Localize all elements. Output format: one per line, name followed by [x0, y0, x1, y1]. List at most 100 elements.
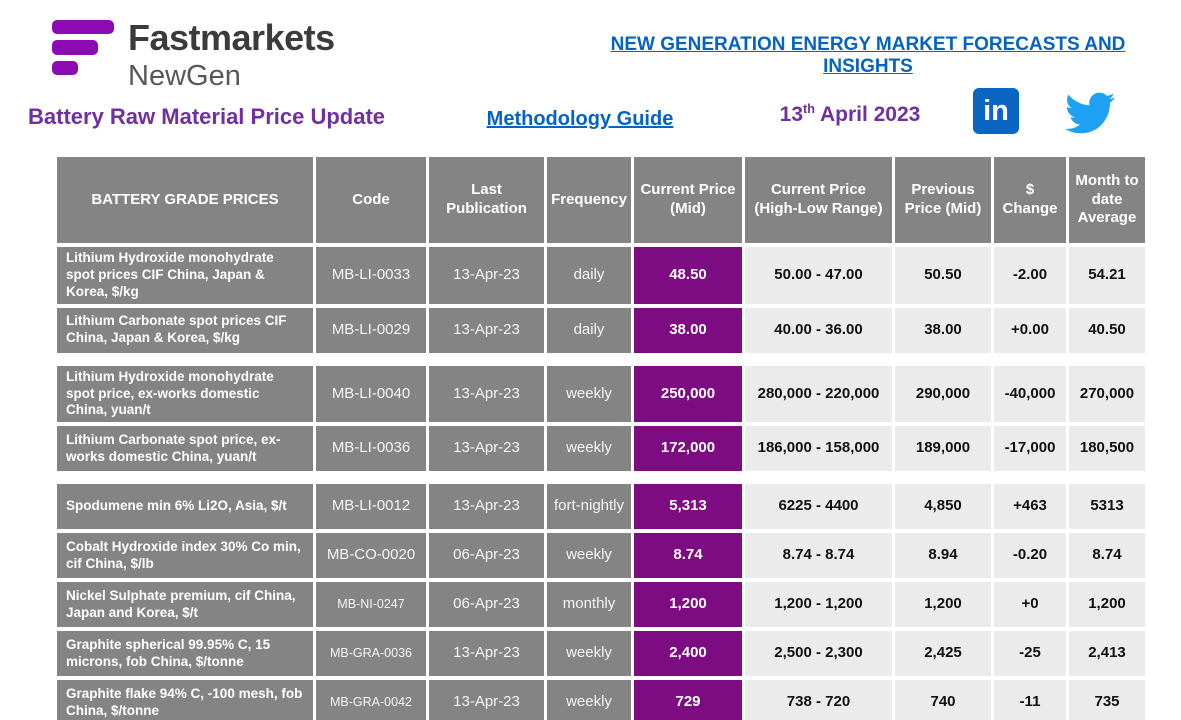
current-price-mid-cell: 172,000 — [634, 426, 742, 472]
current-price-mid-cell: 48.50 — [634, 247, 742, 304]
table-row: Graphite flake 94% C, -100 mesh, fob Chi… — [57, 680, 1145, 720]
code-cell: MB-NI-0247 — [316, 582, 426, 628]
frequency-cell: daily — [547, 307, 631, 353]
code-cell: MB-CO-0020 — [316, 533, 426, 579]
date-day: 13 — [779, 103, 803, 126]
code-cell: MB-GRA-0042 — [316, 680, 426, 720]
last-publication-cell: 06-Apr-23 — [429, 533, 544, 579]
frequency-cell: weekly — [547, 365, 631, 423]
price-range-cell: 40.00 - 36.00 — [745, 307, 892, 353]
dollar-change-cell: -0.20 — [994, 533, 1066, 579]
mtd-average-cell: 8.74 — [1069, 533, 1145, 579]
column-header-dollar-change: $ Change — [994, 157, 1066, 243]
last-publication-cell: 13-Apr-23 — [429, 365, 544, 423]
last-publication-cell: 13-Apr-23 — [429, 307, 544, 353]
linkedin-icon[interactable]: in — [973, 88, 1019, 134]
table-header-row: BATTERY GRADE PRICES Code Last Publicati… — [57, 157, 1145, 243]
previous-price-cell: 290,000 — [895, 365, 991, 423]
code-cell: MB-LI-0033 — [316, 247, 426, 304]
mtd-average-cell: 40.50 — [1069, 307, 1145, 353]
linkedin-glyph: in — [983, 94, 1009, 127]
dollar-change-cell: -40,000 — [994, 365, 1066, 423]
logo-bar — [52, 20, 114, 34]
price-range-cell: 8.74 - 8.74 — [745, 533, 892, 579]
column-header-high-low-range: Current Price (High-Low Range) — [745, 157, 892, 243]
dollar-change-cell: +0 — [994, 582, 1066, 628]
table-row: Nickel Sulphate premium, cif China, Japa… — [57, 582, 1145, 628]
column-header-battery-grade-prices: BATTERY GRADE PRICES — [57, 157, 313, 243]
table-row: Lithium Hydroxide monohydrate spot price… — [57, 365, 1145, 423]
product-name-cell: Lithium Carbonate spot prices CIF China,… — [57, 307, 313, 353]
publication-date: 13th April 2023 — [770, 102, 930, 127]
brand-wordmark: Fastmarkets NewGen — [128, 17, 335, 93]
frequency-cell: fort-nightly — [547, 484, 631, 530]
dollar-change-cell: -17,000 — [994, 426, 1066, 472]
dollar-change-cell: +0.00 — [994, 307, 1066, 353]
current-price-mid-cell: 729 — [634, 680, 742, 720]
frequency-cell: daily — [547, 247, 631, 304]
table-row: Cobalt Hydroxide index 30% Co min, cif C… — [57, 533, 1145, 579]
dollar-change-cell: -2.00 — [994, 247, 1066, 304]
last-publication-cell: 06-Apr-23 — [429, 582, 544, 628]
last-publication-cell: 13-Apr-23 — [429, 484, 544, 530]
current-price-mid-cell: 38.00 — [634, 307, 742, 353]
last-publication-cell: 13-Apr-23 — [429, 426, 544, 472]
product-name-cell: Lithium Carbonate spot price, ex-works d… — [57, 426, 313, 472]
price-range-cell: 280,000 - 220,000 — [745, 365, 892, 423]
code-cell: MB-LI-0012 — [316, 484, 426, 530]
frequency-cell: weekly — [547, 533, 631, 579]
table-row: Lithium Hydroxide monohydrate spot price… — [57, 247, 1145, 304]
last-publication-cell: 13-Apr-23 — [429, 680, 544, 720]
previous-price-cell: 740 — [895, 680, 991, 720]
current-price-mid-cell: 5,313 — [634, 484, 742, 530]
mtd-average-cell: 735 — [1069, 680, 1145, 720]
methodology-guide-link[interactable]: Methodology Guide — [486, 108, 674, 130]
price-range-cell: 738 - 720 — [745, 680, 892, 720]
mtd-average-cell: 54.21 — [1069, 247, 1145, 304]
column-header-frequency: Frequency — [547, 157, 631, 243]
code-cell: MB-LI-0029 — [316, 307, 426, 353]
column-header-mtd-average: Month to date Average — [1069, 157, 1145, 243]
product-name-cell: Nickel Sulphate premium, cif China, Japa… — [57, 582, 313, 628]
previous-price-cell: 2,425 — [895, 631, 991, 677]
forecasts-insights-link[interactable]: NEW GENERATION ENERGY MARKET FORECASTS A… — [610, 34, 1126, 77]
dollar-change-cell: -11 — [994, 680, 1066, 720]
mtd-average-cell: 270,000 — [1069, 365, 1145, 423]
row-group: Lithium Hydroxide monohydrate spot price… — [57, 247, 1145, 353]
frequency-cell: weekly — [547, 426, 631, 472]
last-publication-cell: 13-Apr-23 — [429, 247, 544, 304]
price-range-cell: 1,200 - 1,200 — [745, 582, 892, 628]
current-price-mid-cell: 8.74 — [634, 533, 742, 579]
mtd-average-cell: 1,200 — [1069, 582, 1145, 628]
table-row: Graphite spherical 99.95% C, 15 microns,… — [57, 631, 1145, 677]
twitter-bird-glyph — [1065, 92, 1115, 134]
previous-price-cell: 4,850 — [895, 484, 991, 530]
code-cell: MB-LI-0040 — [316, 365, 426, 423]
frequency-cell: monthly — [547, 582, 631, 628]
mtd-average-cell: 180,500 — [1069, 426, 1145, 472]
battery-grade-prices-table: BATTERY GRADE PRICES Code Last Publicati… — [57, 157, 1145, 720]
twitter-icon[interactable] — [1058, 88, 1122, 138]
frequency-cell: weekly — [547, 680, 631, 720]
last-publication-cell: 13-Apr-23 — [429, 631, 544, 677]
table-row: Lithium Carbonate spot price, ex-works d… — [57, 426, 1145, 472]
mtd-average-cell: 5313 — [1069, 484, 1145, 530]
column-header-current-price-mid: Current Price (Mid) — [634, 157, 742, 243]
page-title: Battery Raw Material Price Update — [28, 104, 386, 129]
fastmarkets-logo-icon — [52, 20, 122, 80]
date-suffix: th — [803, 102, 815, 116]
column-header-previous-price: Previous Price (Mid) — [895, 157, 991, 243]
current-price-mid-cell: 2,400 — [634, 631, 742, 677]
price-range-cell: 186,000 - 158,000 — [745, 426, 892, 472]
product-name-cell: Lithium Hydroxide monohydrate spot price… — [57, 365, 313, 423]
column-header-last-publication: Last Publication — [429, 157, 544, 243]
row-group: Lithium Hydroxide monohydrate spot price… — [57, 365, 1145, 472]
previous-price-cell: 8.94 — [895, 533, 991, 579]
table-row: Spodumene min 6% Li2O, Asia, $/t MB-LI-00… — [57, 484, 1145, 530]
brand-name: Fastmarkets — [128, 17, 335, 58]
brand-subname: NewGen — [128, 60, 241, 92]
current-price-mid-cell: 1,200 — [634, 582, 742, 628]
previous-price-cell: 50.50 — [895, 247, 991, 304]
table-row: Lithium Carbonate spot prices CIF China,… — [57, 307, 1145, 353]
price-range-cell: 50.00 - 47.00 — [745, 247, 892, 304]
